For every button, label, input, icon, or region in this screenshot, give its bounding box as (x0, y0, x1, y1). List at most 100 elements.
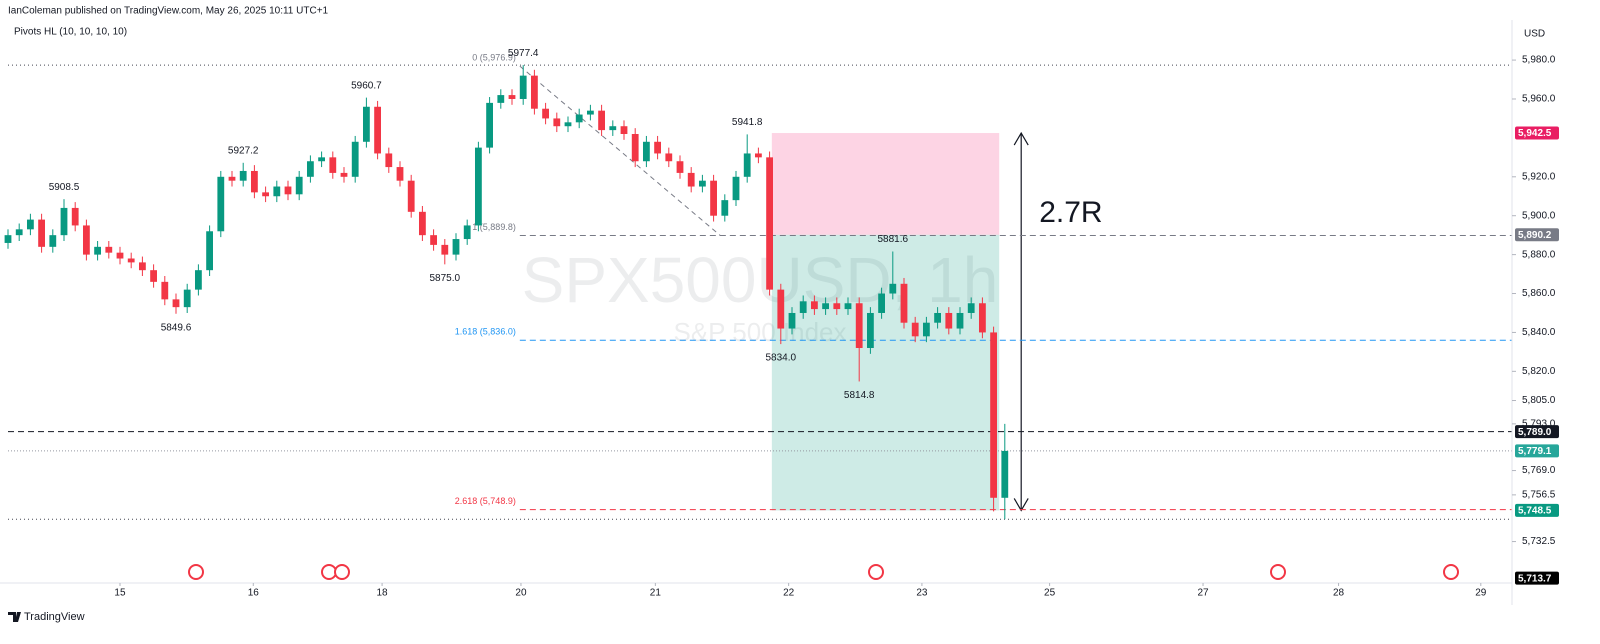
candle-body (49, 235, 57, 247)
target-zone (771, 234, 1000, 511)
candle-body (452, 239, 460, 255)
candle-body (956, 312, 964, 329)
candle-body (542, 108, 549, 119)
candle-body (385, 153, 393, 168)
candle-body (15, 229, 23, 236)
candle-body (306, 161, 314, 177)
candle-body (743, 153, 751, 177)
event-icon[interactable] (334, 564, 350, 580)
y-tick-label: 5,805.0 (1522, 395, 1556, 406)
pivot-label: 5849.6 (161, 322, 192, 333)
x-tick-label: 15 (114, 588, 126, 599)
ratio-label: 2.7R (1039, 196, 1102, 229)
y-tick-label: 5,960.0 (1522, 94, 1556, 105)
fib-trend (519, 65, 721, 236)
arrow-head (1013, 498, 1029, 512)
y-tick-label: 5,840.0 (1522, 327, 1556, 338)
candle-body (116, 252, 124, 259)
candle-body (508, 95, 516, 99)
candle-body (396, 167, 404, 181)
candle-body (105, 246, 113, 253)
candle-body (206, 231, 213, 271)
candle-body (866, 312, 874, 348)
x-tick-label: 27 (1197, 588, 1209, 599)
price-tag-label: 5,779.1 (1518, 446, 1552, 457)
candle-body (1001, 450, 1009, 498)
candle-body (273, 186, 281, 197)
candle-body (889, 283, 897, 294)
candle-body (654, 141, 661, 154)
candle-body (911, 322, 919, 337)
candle-body (60, 207, 68, 236)
candle-body (486, 102, 493, 148)
y-tick-label: 5,980.0 (1522, 55, 1556, 66)
candle-body (878, 293, 885, 313)
candle-body (4, 235, 12, 243)
pivot-label: 5927.2 (228, 145, 259, 156)
candle-body (71, 207, 79, 226)
candle-body (284, 186, 292, 195)
candle-body (945, 312, 953, 329)
event-icons (188, 564, 1459, 580)
price-tag-label: 5,713.7 (1518, 573, 1552, 584)
x-tick-label: 25 (1044, 588, 1056, 599)
candle-body (340, 172, 348, 177)
candle-body (250, 170, 258, 193)
candle-body (26, 219, 34, 230)
candle-body (777, 289, 785, 329)
candle-body (710, 180, 717, 216)
y-tick-label: 5,920.0 (1522, 171, 1556, 182)
candle-body (150, 270, 157, 282)
price-tag-label: 5,890.2 (1518, 230, 1552, 241)
pivot-label: 5814.8 (844, 390, 875, 401)
x-tick-label: 23 (916, 588, 928, 599)
event-icon[interactable] (1270, 564, 1286, 580)
candle-body (698, 180, 706, 187)
y-tick-label: 5,756.5 (1522, 490, 1556, 501)
candle-body (754, 153, 762, 158)
candle-body (329, 157, 337, 173)
y-tick-label: 5,769.0 (1522, 465, 1556, 476)
candle-body (161, 281, 169, 300)
candle-body (900, 283, 908, 323)
price-tag-label: 5,748.5 (1518, 506, 1552, 517)
candle-body (620, 126, 628, 135)
candle-body (564, 122, 572, 127)
candle-body (844, 303, 852, 310)
candle-body (967, 303, 975, 313)
candle-body (855, 303, 863, 348)
candle-body (127, 258, 135, 263)
candle-body (407, 180, 415, 212)
pivot-label: 5875.0 (429, 273, 460, 284)
candle-body (519, 75, 527, 99)
pivot-label: 5941.8 (732, 117, 763, 128)
fib-label: 0 (5,976.9) (472, 52, 516, 62)
pivot-label: 5834.0 (765, 353, 796, 364)
ratio-label-bg (1029, 197, 1110, 231)
candle-body (295, 176, 303, 195)
candle-body (374, 106, 381, 154)
event-icon[interactable] (188, 564, 204, 580)
candle-body (463, 225, 471, 240)
candle-body (94, 246, 101, 255)
candle-body (430, 235, 437, 245)
candle-body (609, 126, 617, 131)
candle-body (575, 114, 583, 123)
event-icon[interactable] (868, 564, 884, 580)
candle-body (676, 161, 684, 173)
price-tag (1515, 228, 1559, 242)
candle-body (766, 157, 773, 290)
event-icon[interactable] (1443, 564, 1459, 580)
candle-body (721, 200, 729, 216)
event-icon[interactable] (321, 564, 337, 580)
pivot-label: 5908.5 (49, 182, 80, 193)
candle-body (441, 244, 449, 255)
x-tick-label: 21 (650, 588, 662, 599)
candle-body (474, 147, 482, 226)
candle-body (530, 75, 538, 109)
candle-body (631, 134, 639, 162)
arrow-head (1013, 131, 1029, 146)
fib-label: 2.618 (5,748.9) (455, 496, 516, 506)
